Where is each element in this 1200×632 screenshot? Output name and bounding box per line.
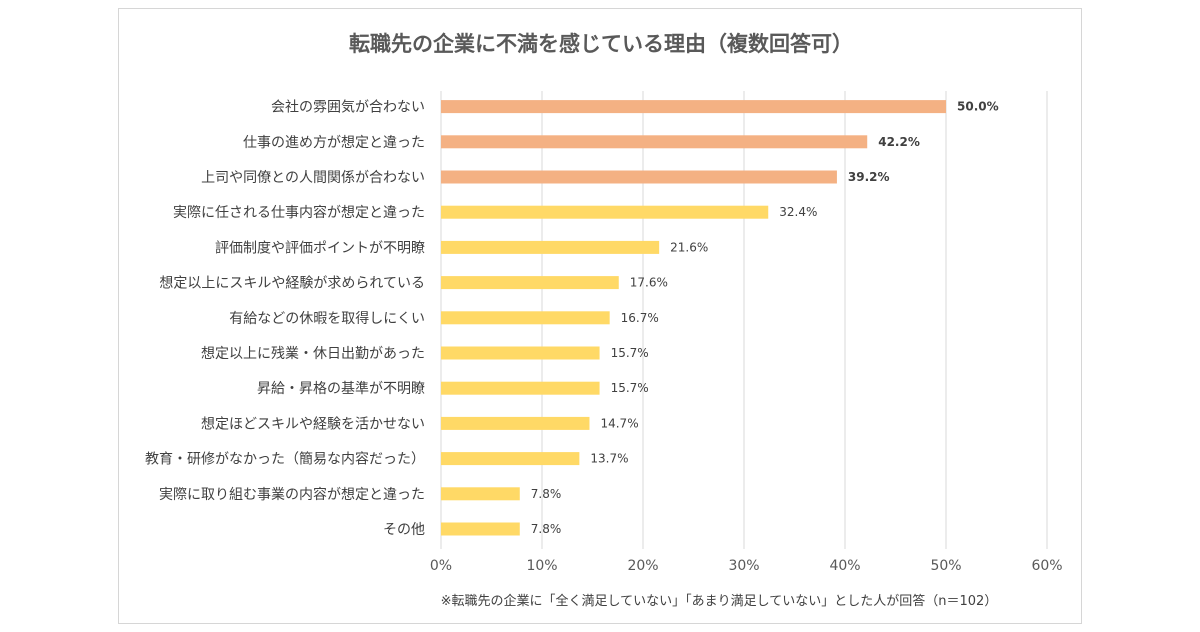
category-label: 想定ほどスキルや経験を活かせない [201,416,425,432]
value-label: 50.0% [957,100,999,114]
category-label: 想定以上にスキルや経験が求められている [159,276,425,292]
x-tick-label: 30% [728,558,759,574]
value-label: 32.4% [779,205,817,219]
value-label: 13.7% [590,452,628,466]
chart-panel: 転職先の企業に不満を感じている理由（複数回答可） 会社の雰囲気が合わない仕事の進… [118,8,1082,624]
category-label: 想定以上に残業・休日出勤があった [201,346,425,362]
value-label: 16.7% [621,311,659,325]
bar [441,522,520,536]
bar-chart: 転職先の企業に不満を感じている理由（複数回答可） 会社の雰囲気が合わない仕事の進… [145,32,1063,609]
gridlines [440,91,1048,549]
bar [441,452,580,466]
value-label: 15.7% [611,346,649,360]
value-label: 17.6% [630,276,668,290]
bar [441,311,610,325]
value-label: 7.8% [531,522,562,536]
bar [441,205,769,219]
chart-title: 転職先の企業に不満を感じている理由（複数回答可） [349,32,853,56]
x-tick-label: 20% [627,558,658,574]
x-tick-label: 50% [930,558,961,574]
category-label: 有給などの休暇を取得しにくい [229,310,425,327]
category-label: 上司や同僚との人間関係が合わない [201,170,425,186]
bars [441,100,946,536]
category-label: 実際に任される仕事内容が想定と違った [173,204,425,221]
value-label: 39.2% [848,170,890,184]
bar [441,170,837,184]
bar [441,416,590,430]
category-label: 仕事の進め方が想定と違った [243,135,425,151]
value-label: 7.8% [531,487,562,501]
category-label: 教育・研修がなかった（簡易な内容だった） [145,451,425,468]
category-label: 評価制度や評価ポイントが不明瞭 [215,240,425,256]
category-label: 実際に取り組む事業の内容が想定と違った [159,486,425,503]
value-labels: 50.0% 42.2% 39.2% 32.4% 21.6% 17.6% 16.7% 15.7%… [531,100,999,536]
value-label: 14.7% [600,416,638,430]
category-label: 会社の雰囲気が合わない [271,100,425,116]
bar [441,276,619,290]
x-tick-label: 40% [829,558,860,574]
bar [441,135,868,149]
x-axis-ticks: 0% 10% 20% 30% 40% 50% 60% [430,558,1063,574]
bar [441,487,520,501]
bar [441,240,660,254]
chart-footnote: ※転職先の企業に「全く満足していない」「あまり満足していない」とした人が回答（n… [441,593,998,609]
category-label: 昇給・昇格の基準が不明瞭 [257,380,425,397]
bar [441,346,600,360]
bar [441,381,600,395]
value-label: 21.6% [670,240,708,254]
value-label: 15.7% [611,381,649,395]
category-label: その他 [383,522,425,538]
x-tick-label: 10% [526,558,557,574]
value-label: 42.2% [878,135,920,149]
x-tick-label: 0% [430,558,452,574]
category-labels: 会社の雰囲気が合わない仕事の進め方が想定と違った上司や同僚との人間関係が合わない… [145,100,425,538]
bar [441,100,946,114]
x-tick-label: 60% [1031,558,1062,574]
